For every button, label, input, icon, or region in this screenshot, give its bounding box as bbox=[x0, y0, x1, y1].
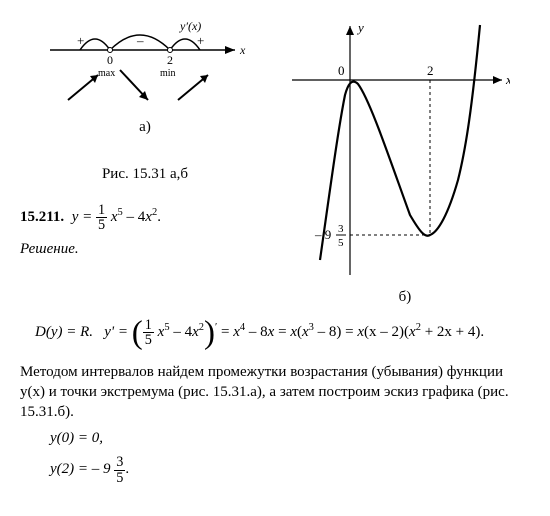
sublabel-a: а) bbox=[20, 119, 270, 136]
svg-text:y′(x): y′(x) bbox=[179, 20, 201, 33]
svg-text:x: x bbox=[505, 72, 510, 87]
solution-label: Решение. bbox=[20, 241, 270, 258]
svg-text:3: 3 bbox=[338, 223, 344, 235]
svg-text:min: min bbox=[160, 68, 176, 79]
svg-text:2: 2 bbox=[167, 53, 173, 67]
figure-caption: Рис. 15.31 а,б bbox=[20, 166, 270, 183]
svg-text:2: 2 bbox=[427, 63, 434, 78]
derivative-line: D(y) = R. y' = (15 x5 – 4x2)′ = x4 – 8x … bbox=[20, 318, 530, 348]
value-y2: y(2) = – 9 35. bbox=[50, 455, 530, 485]
problem-statement: 15.211. y = 15 x5 – 4x2. bbox=[20, 203, 270, 233]
svg-text:y: y bbox=[356, 20, 364, 35]
svg-text:0: 0 bbox=[107, 53, 113, 67]
svg-text:–: – bbox=[136, 33, 144, 48]
problem-number: 15.211. bbox=[20, 209, 64, 225]
sublabel-b: б) bbox=[280, 289, 530, 306]
svg-text:5: 5 bbox=[338, 237, 344, 249]
svg-text:+: + bbox=[197, 33, 204, 48]
svg-text:+: + bbox=[77, 33, 84, 48]
svg-text:x: x bbox=[239, 43, 246, 57]
svg-text:0: 0 bbox=[338, 63, 345, 78]
svg-text:max: max bbox=[98, 68, 115, 79]
value-y0: y(0) = 0, bbox=[50, 430, 530, 447]
method-paragraph: Методом интервалов найдем промежутки воз… bbox=[20, 362, 530, 423]
graph-b: x y 0 2 – 9 3 5 bbox=[280, 20, 510, 280]
sign-diagram-a: y′(x) x + – + 0 2 max min bbox=[20, 20, 250, 110]
